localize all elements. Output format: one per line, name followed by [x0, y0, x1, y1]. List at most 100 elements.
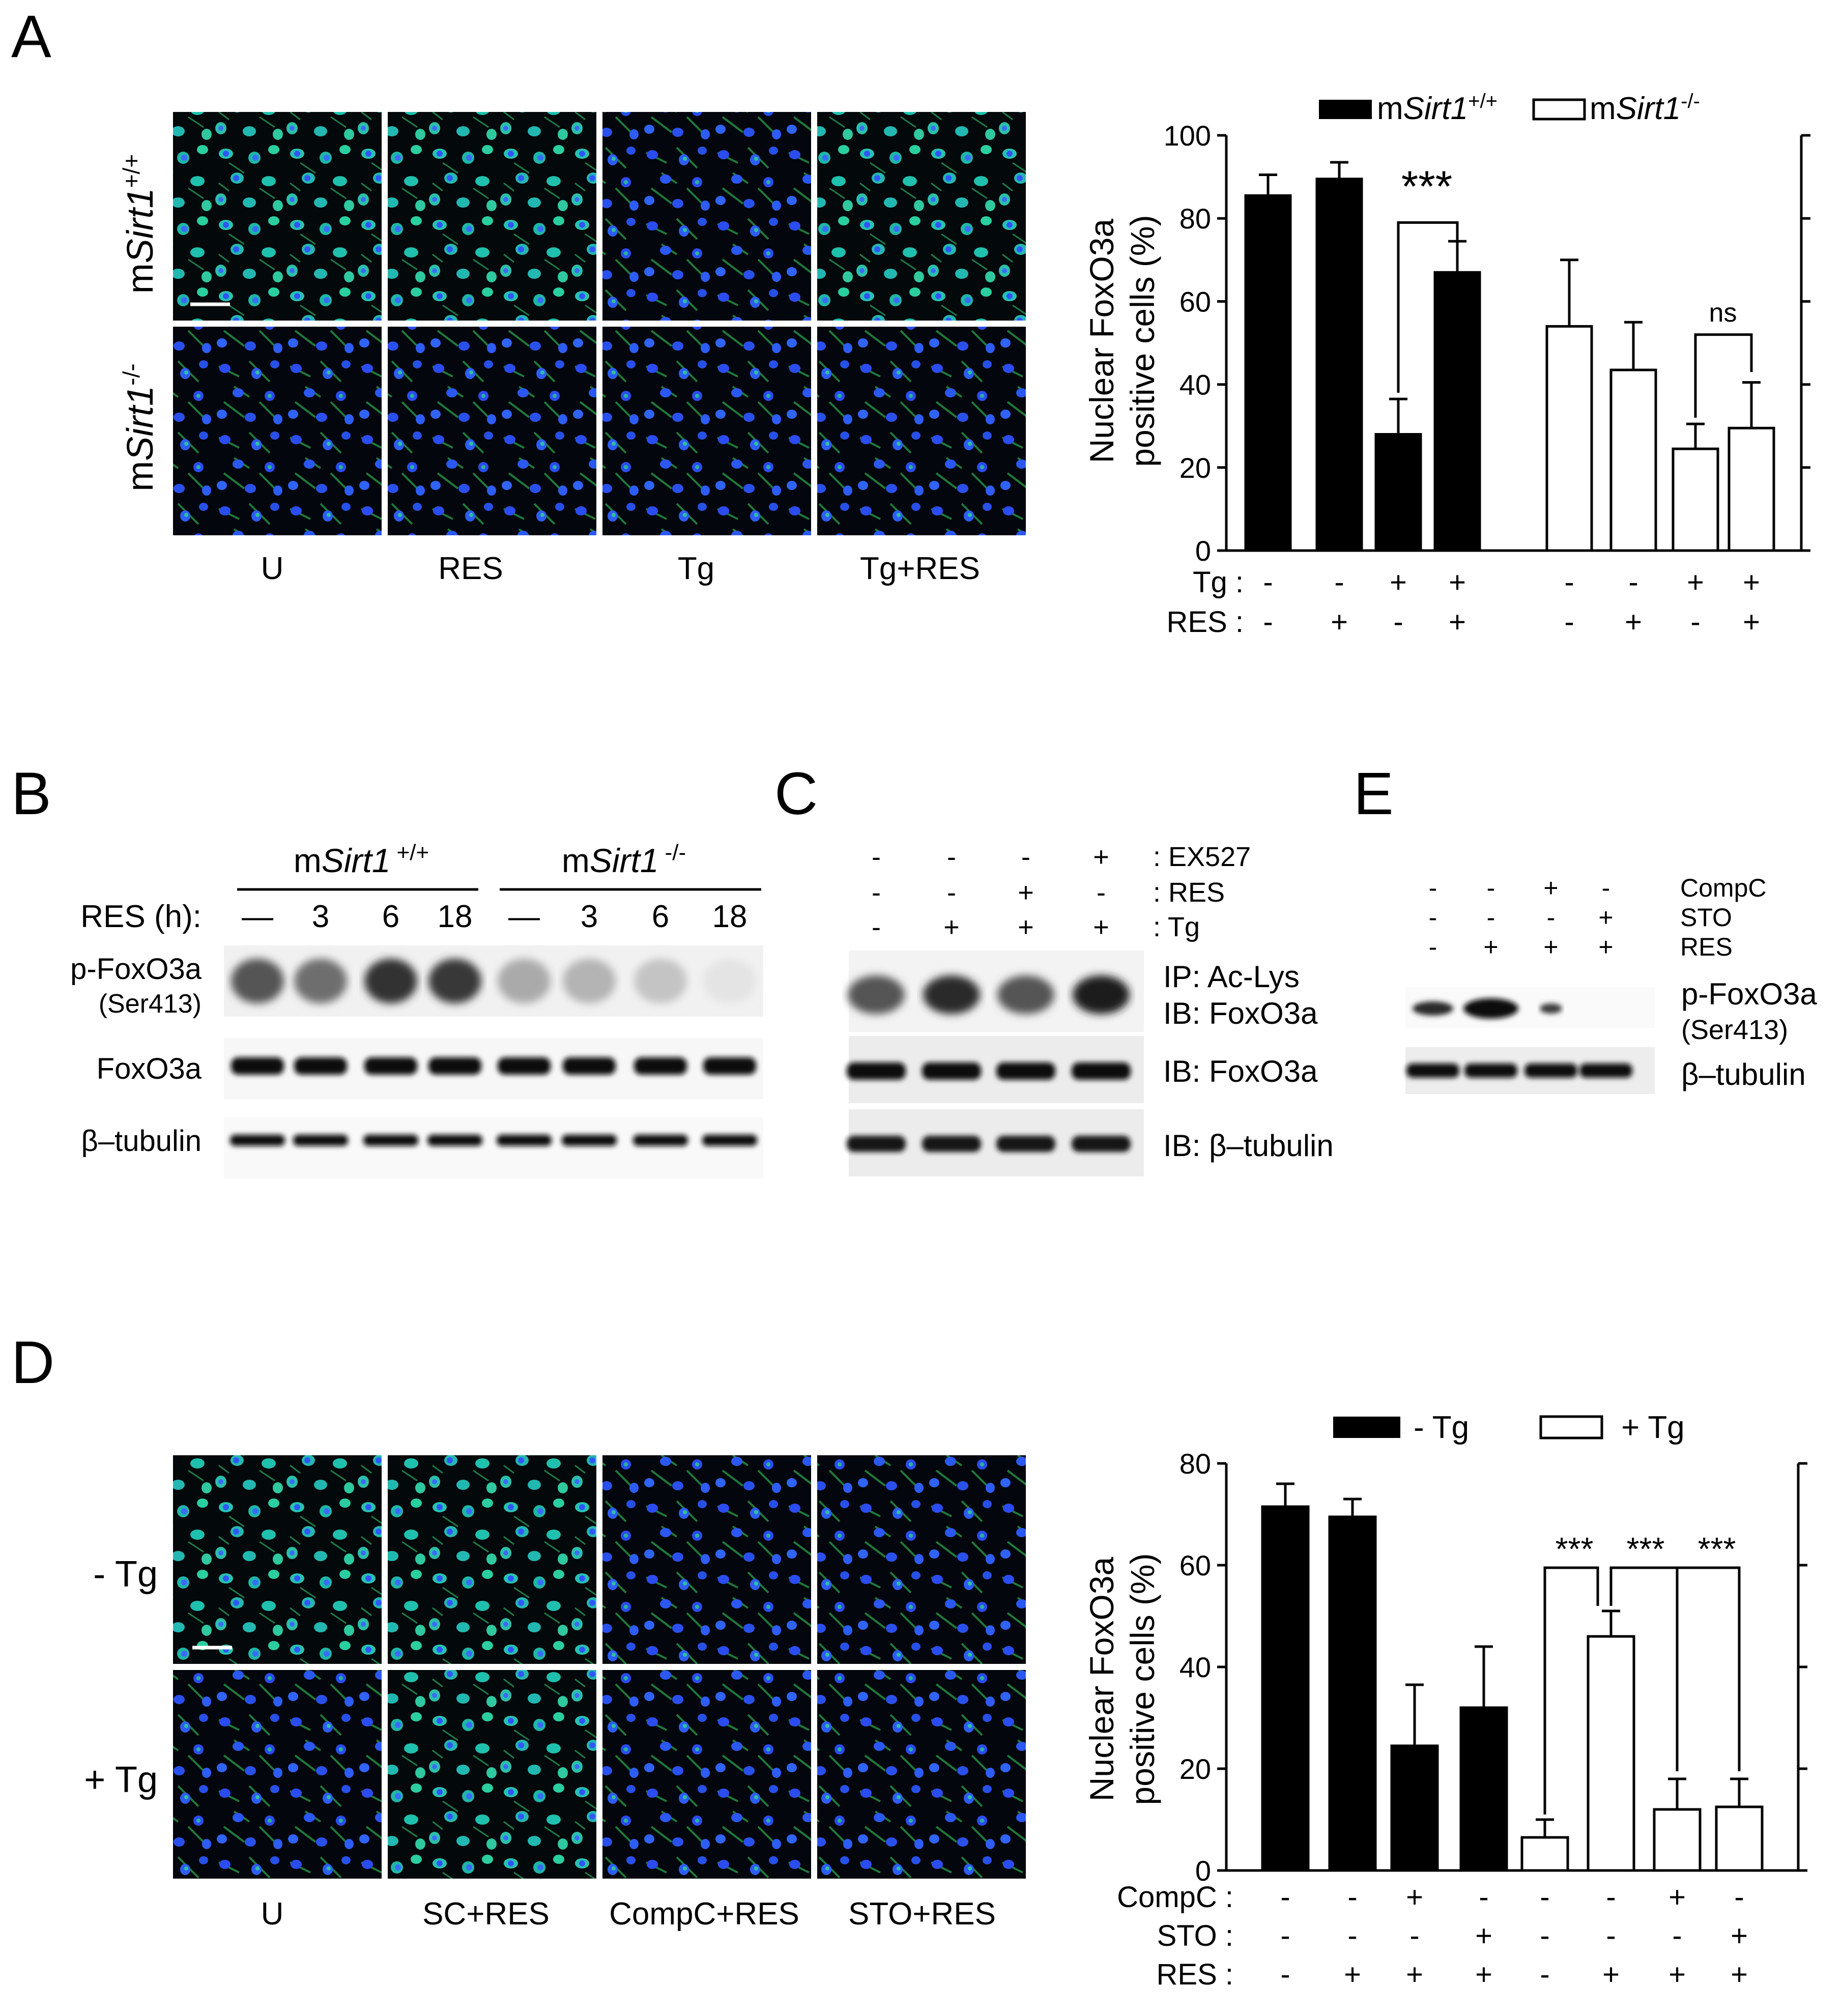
condition-mark: - [1334, 566, 1344, 599]
condition-mark: - [1564, 606, 1574, 639]
condition-mark: + [1602, 1958, 1620, 1991]
panel-e: E CompC STO RES p-FoxO3a (Ser413) β–tubu… [1354, 760, 1817, 1094]
micrograph-a-ko-u [173, 327, 382, 535]
panel-c-band-label-ib1: IB: FoxO3a [1163, 996, 1318, 1030]
condition-mark: + [1344, 1958, 1361, 1991]
panel-b: B mSirt1 +/+ mSirt1 -/- RES (h): p-FoxO3a … [11, 760, 763, 1178]
y-tick-label: 100 [1164, 120, 1211, 152]
micrograph-a-ko-tg [602, 327, 811, 535]
panel-a-col-label-2: RES [438, 551, 503, 586]
panel-c-treatment-ex527: : EX527 [1153, 842, 1251, 872]
y-tick-label: 0 [1195, 535, 1211, 567]
legend-label-d-tg: + Tg [1621, 1410, 1685, 1445]
band-tubulin [633, 1135, 688, 1146]
panel-d-col-label-1: U [261, 1896, 284, 1932]
y-tick-label: 60 [1179, 1549, 1211, 1581]
panel-a-row-label-1: mSirt1+/+ [118, 154, 161, 294]
panel-b-label: B [11, 760, 51, 827]
band-foxo3a [1072, 1062, 1131, 1080]
micrograph-d-tg-sc [388, 1670, 596, 1879]
treatment-mark: - [1487, 903, 1495, 932]
band-foxo3a [847, 1062, 906, 1080]
condition-mark: - [1564, 566, 1574, 599]
panel-b-group-label-2: mSirt1 -/- [562, 840, 686, 880]
bar [1390, 1744, 1439, 1872]
micrograph-d-ntg-u [173, 1455, 382, 1664]
panel-c-band-label-ib2: IB: FoxO3a [1163, 1054, 1318, 1088]
condition-mark: + [1731, 1958, 1748, 1991]
band-tubulin [1406, 1063, 1459, 1078]
condition-mark: + [1449, 566, 1466, 599]
band-foxo3a [498, 1057, 551, 1075]
y-tick-label: 20 [1179, 452, 1211, 484]
significance-bracket [1694, 333, 1753, 418]
micrograph-d-ntg-compc [602, 1455, 811, 1664]
time-point-label: 6 [382, 899, 399, 934]
condition-mark: - [1606, 1919, 1616, 1952]
treatment-mark: - [947, 877, 956, 908]
time-point-label: 3 [581, 899, 598, 934]
panel-a-label: A [11, 3, 51, 70]
legend-label-d-ntg: - Tg [1414, 1410, 1469, 1445]
treatment-mark: + [1093, 912, 1109, 942]
treatment-mark: - [872, 877, 881, 908]
treatment-mark: + [1598, 933, 1613, 961]
condition-mark: - [1280, 1919, 1290, 1952]
condition-label: STO : [1157, 1919, 1233, 1952]
bar [1374, 433, 1422, 552]
bar [1328, 1515, 1377, 1872]
band-foxo3a [922, 1062, 981, 1080]
significance-bracket [1543, 1566, 1599, 1815]
condition-mark: - [1540, 1881, 1549, 1914]
panel-e-treatment-compc: CompC [1680, 874, 1766, 902]
band-p-foxo3a [1413, 1001, 1453, 1016]
panel-c-band-label-ip: IP: Ac-Lys [1163, 960, 1300, 994]
condition-mark: + [1390, 566, 1407, 599]
condition-mark: + [1406, 1881, 1423, 1914]
panel-c-band-label-ib3: IB: β–tubulin [1163, 1129, 1334, 1163]
chart-a-ylabel-line-2: positive cells (%) [1124, 215, 1161, 467]
band-p-foxo3a [1540, 1003, 1562, 1014]
panel-b-band-label-tubulin: β–tubulin [81, 1125, 202, 1158]
y-tick-label: 80 [1179, 203, 1211, 235]
chart-a: Nuclear FoxO3a positive cells (%) mSirt1… [1083, 90, 1810, 639]
panel-e-band-label-ser413: (Ser413) [1681, 1015, 1788, 1045]
condition-mark: - [1393, 606, 1403, 639]
band-ip-foxo3a [923, 975, 980, 1014]
band-tubulin [702, 1135, 757, 1146]
blot-b-tubulin [224, 1117, 763, 1178]
condition-mark: - [1690, 606, 1700, 639]
condition-mark: - [1479, 1881, 1488, 1914]
annotation-a-wt: *** [1401, 162, 1452, 211]
condition-mark: + [1475, 1919, 1492, 1952]
band-foxo3a [231, 1057, 284, 1075]
band-foxo3a [996, 1062, 1055, 1080]
time-point-label: 18 [712, 899, 747, 934]
condition-mark: + [1449, 606, 1466, 639]
bar [1520, 1836, 1569, 1872]
condition-mark: - [1263, 566, 1273, 599]
panel-d-col-label-3: CompC+RES [609, 1896, 799, 1932]
bar [1315, 178, 1363, 552]
treatment-mark: - [872, 912, 881, 942]
band-tubulin [363, 1135, 418, 1146]
condition-mark: - [1628, 566, 1638, 599]
treatment-mark: - [1602, 874, 1610, 902]
y-tick-label: 0 [1195, 1855, 1211, 1887]
treatment-mark: + [1598, 903, 1613, 932]
band-tubulin [427, 1135, 482, 1146]
treatment-mark: - [947, 842, 956, 872]
bar [1261, 1505, 1310, 1872]
condition-mark: - [1347, 1919, 1357, 1952]
band-tubulin [230, 1135, 285, 1146]
y-tick-label: 60 [1179, 285, 1211, 318]
panel-b-time-label: RES (h): [80, 899, 202, 934]
panel-c-label: C [774, 760, 818, 827]
panel-e-band-label-pfoxo3a: p-FoxO3a [1681, 977, 1817, 1011]
condition-mark: + [1331, 606, 1348, 639]
condition-mark: + [1731, 1919, 1748, 1952]
panel-c-treatment-res: : RES [1153, 877, 1225, 908]
band-tubulin [1464, 1063, 1517, 1078]
treatment-mark: - [1429, 933, 1437, 961]
significance-bracket [1609, 1566, 1741, 1771]
